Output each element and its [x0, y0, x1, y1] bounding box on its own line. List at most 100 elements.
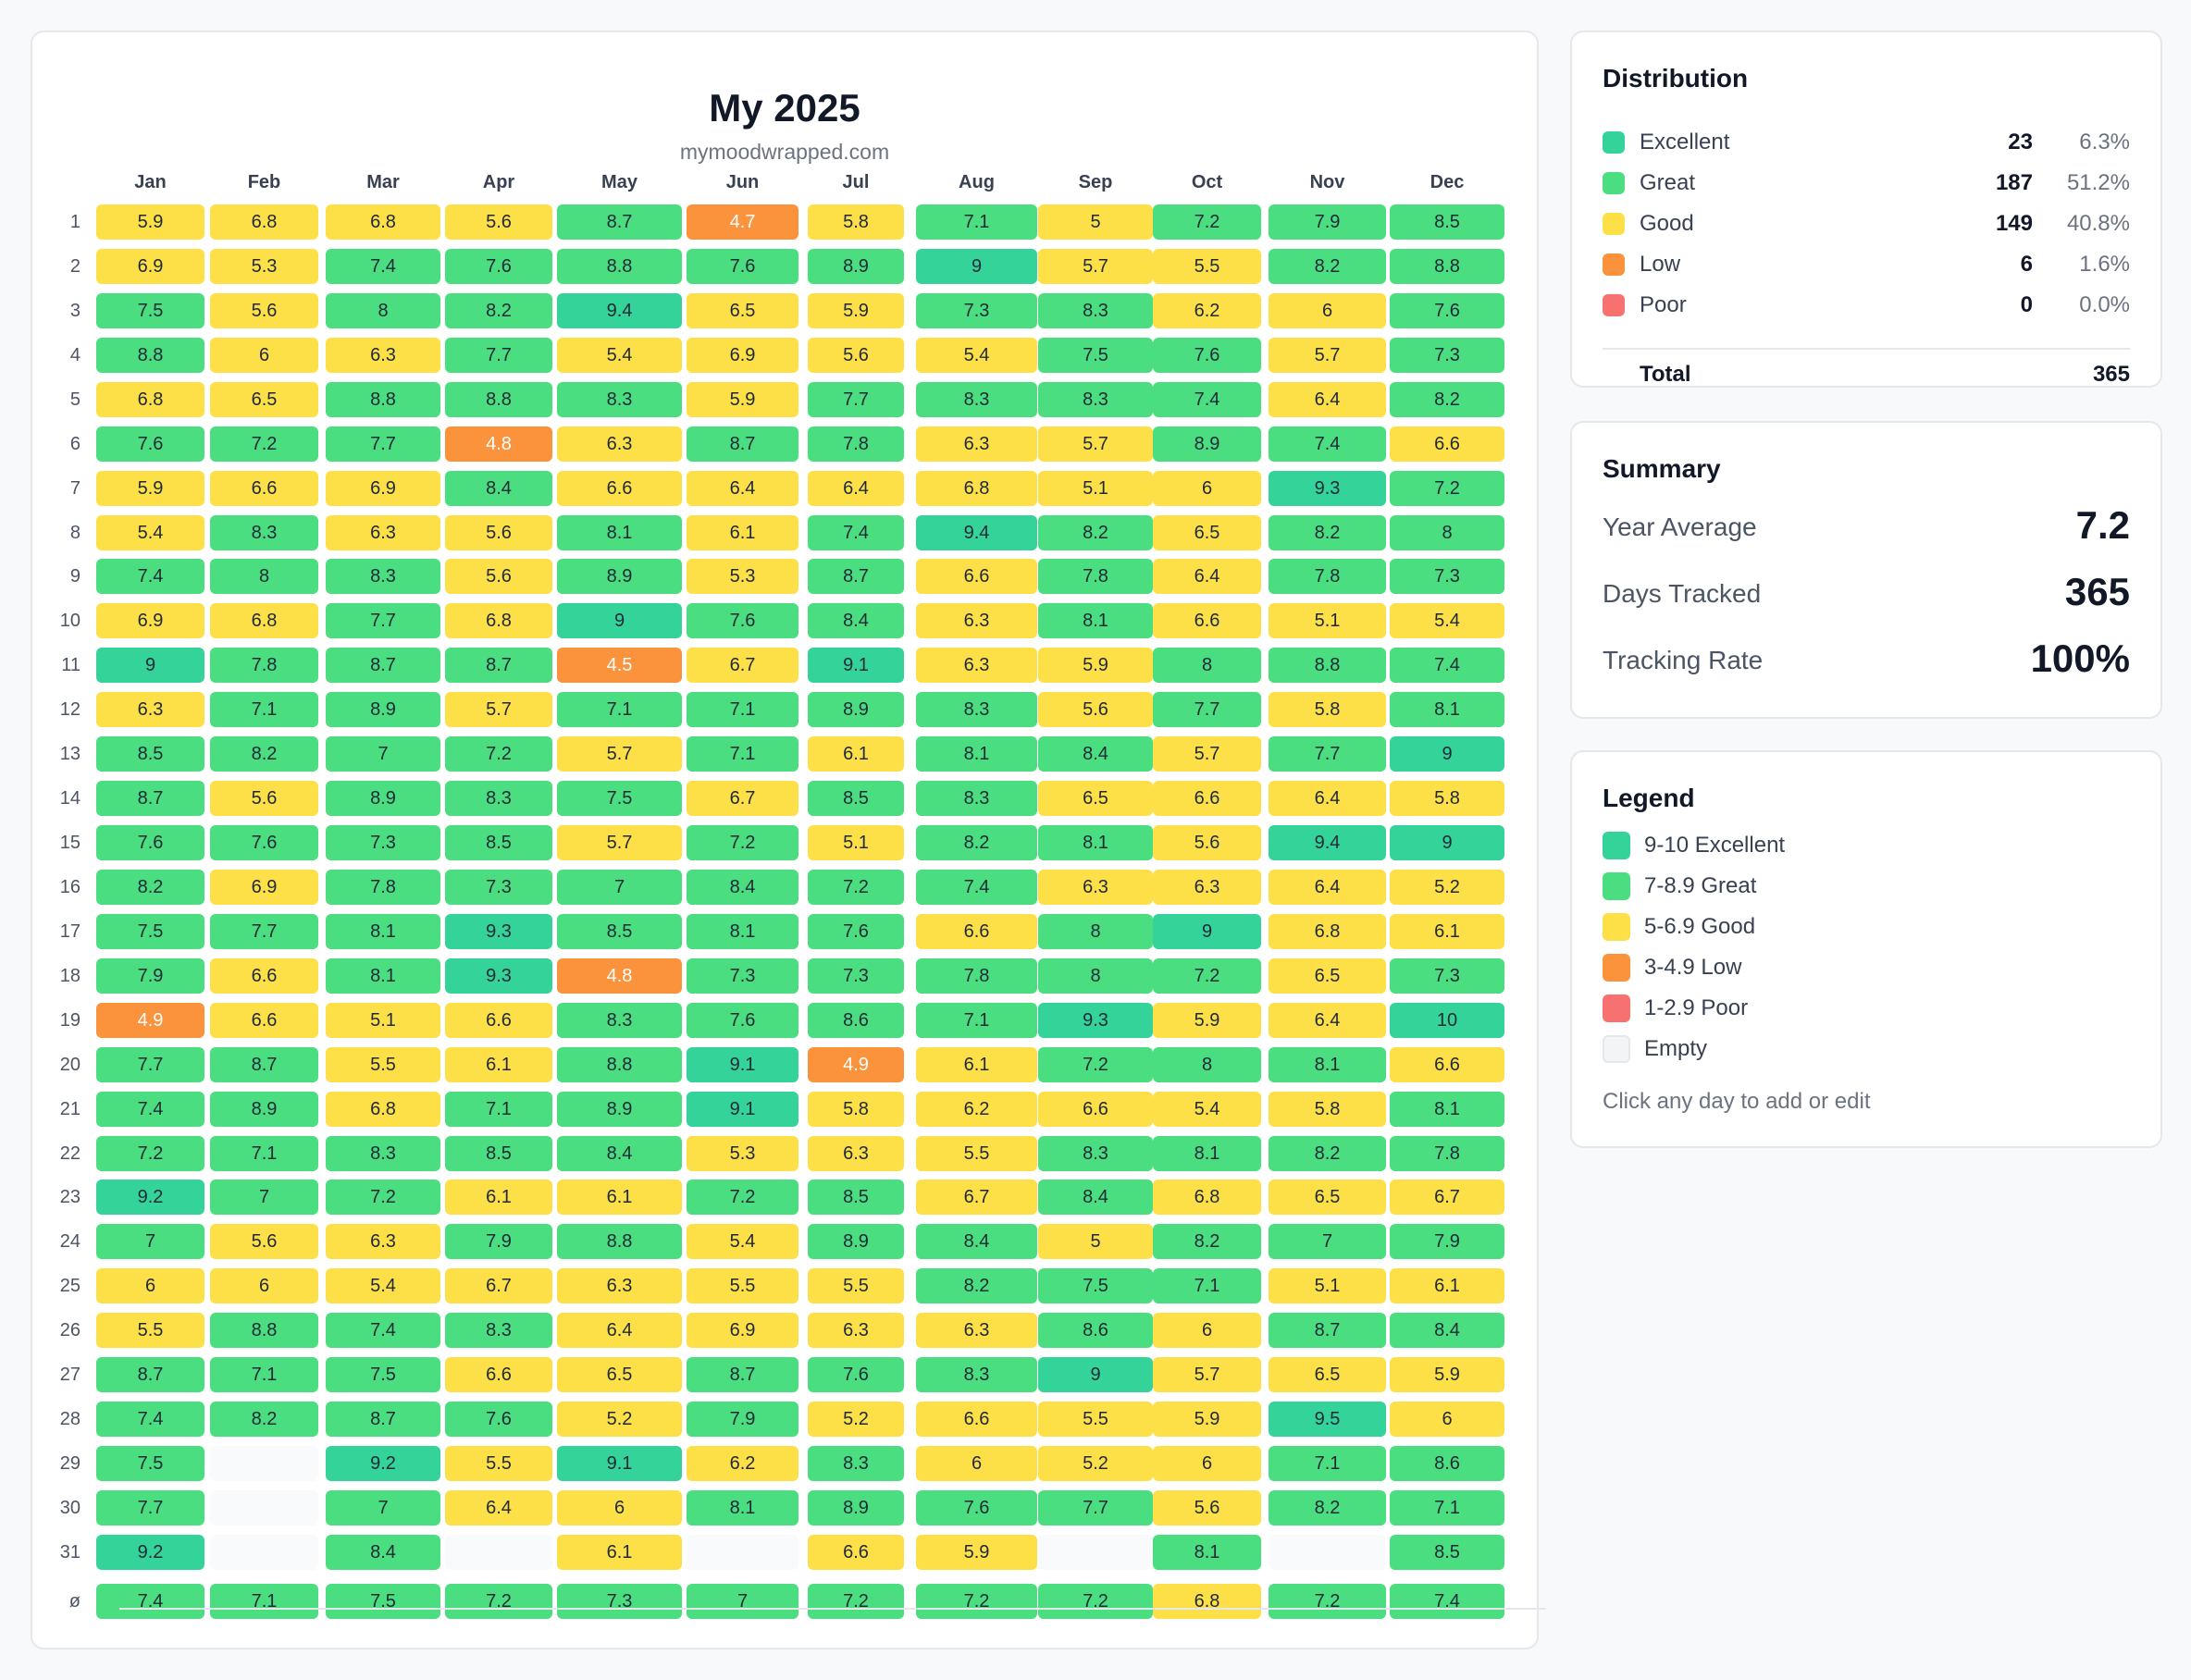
day-cell[interactable]: 7.4 — [96, 559, 204, 594]
day-cell[interactable]: 6.2 — [687, 1446, 798, 1481]
day-cell[interactable]: 8.9 — [557, 559, 682, 594]
day-cell[interactable]: 9.1 — [687, 1092, 798, 1127]
day-cell[interactable]: 5.5 — [687, 1268, 798, 1303]
day-cell[interactable]: 7 — [1269, 1224, 1386, 1259]
day-cell[interactable]: 8.7 — [557, 204, 682, 240]
day-cell[interactable]: 5.8 — [808, 204, 904, 240]
day-cell[interactable]: 7.5 — [1038, 1268, 1153, 1303]
day-cell[interactable]: 6.1 — [557, 1180, 682, 1215]
day-cell[interactable]: 8.3 — [557, 382, 682, 417]
day-cell[interactable]: 7.1 — [916, 1003, 1037, 1038]
day-cell[interactable]: 8.5 — [808, 1180, 904, 1215]
day-cell[interactable]: 8.3 — [916, 1357, 1037, 1392]
day-cell[interactable]: 6 — [210, 338, 318, 373]
day-cell[interactable]: 7 — [96, 1224, 204, 1259]
day-cell[interactable]: 5.5 — [808, 1268, 904, 1303]
day-cell[interactable]: 8.2 — [916, 1268, 1037, 1303]
day-cell[interactable]: 5.1 — [1038, 471, 1153, 506]
day-cell[interactable]: 8.1 — [557, 515, 682, 550]
day-cell[interactable]: 9 — [1153, 914, 1261, 949]
day-cell[interactable]: 8.2 — [1390, 382, 1504, 417]
day-cell[interactable]: 6.1 — [1390, 914, 1504, 949]
day-cell[interactable]: 6.1 — [445, 1047, 552, 1082]
day-cell[interactable]: 7.6 — [808, 1357, 904, 1392]
day-cell[interactable]: 8.9 — [1153, 426, 1261, 462]
day-cell[interactable]: 5.2 — [1390, 870, 1504, 905]
day-cell[interactable]: 6.6 — [1153, 603, 1261, 638]
day-cell[interactable]: 6.6 — [210, 958, 318, 994]
day-cell[interactable]: 8 — [1153, 648, 1261, 683]
day-cell[interactable]: 5.4 — [557, 338, 682, 373]
day-cell[interactable]: 7.9 — [1390, 1224, 1504, 1259]
day-cell[interactable]: 6.4 — [1269, 870, 1386, 905]
day-cell[interactable]: 6.8 — [445, 603, 552, 638]
day-cell[interactable]: 7.1 — [210, 1357, 318, 1392]
day-cell[interactable]: 7.7 — [1038, 1490, 1153, 1526]
day-cell[interactable]: 7.7 — [445, 338, 552, 373]
day-cell[interactable]: 8.9 — [808, 1224, 904, 1259]
day-cell[interactable]: 6.5 — [1269, 958, 1386, 994]
day-cell[interactable]: 5.7 — [1038, 426, 1153, 462]
day-cell[interactable]: 5.6 — [210, 293, 318, 328]
day-cell[interactable]: 7.5 — [326, 1357, 440, 1392]
day-cell[interactable]: 8.9 — [557, 1092, 682, 1127]
day-cell[interactable]: 4.8 — [445, 426, 552, 462]
day-cell[interactable]: 7.7 — [96, 1047, 204, 1082]
day-cell[interactable]: 9.4 — [557, 293, 682, 328]
day-cell[interactable]: 8.2 — [1269, 515, 1386, 550]
day-cell[interactable]: 8.2 — [1269, 249, 1386, 284]
day-cell[interactable]: 8.1 — [1390, 692, 1504, 727]
day-cell[interactable]: 8.3 — [445, 1313, 552, 1348]
day-cell[interactable]: 6.4 — [557, 1313, 682, 1348]
day-cell[interactable]: 6 — [557, 1490, 682, 1526]
day-cell[interactable]: 5.6 — [1153, 825, 1261, 860]
day-cell[interactable]: 5.9 — [1153, 1003, 1261, 1038]
day-cell[interactable]: 8.2 — [1269, 1136, 1386, 1171]
day-cell[interactable]: 5.9 — [687, 382, 798, 417]
day-cell[interactable]: 5.6 — [445, 204, 552, 240]
day-cell[interactable]: 5 — [1038, 1224, 1153, 1259]
day-cell[interactable]: 5.6 — [445, 559, 552, 594]
day-cell[interactable]: 6.4 — [1269, 382, 1386, 417]
day-cell[interactable]: 5.4 — [687, 1224, 798, 1259]
day-cell[interactable]: 7.9 — [96, 958, 204, 994]
day-cell[interactable]: 7.6 — [687, 1003, 798, 1038]
day-cell[interactable]: 7.8 — [1390, 1136, 1504, 1171]
day-cell[interactable]: 8.1 — [1038, 603, 1153, 638]
day-cell[interactable]: 5.4 — [1153, 1092, 1261, 1127]
day-cell[interactable]: 8.3 — [916, 382, 1037, 417]
day-cell[interactable]: 6 — [1269, 293, 1386, 328]
day-cell[interactable]: 6 — [210, 1268, 318, 1303]
day-cell[interactable]: 6.9 — [326, 471, 440, 506]
day-cell[interactable]: 5.7 — [1269, 338, 1386, 373]
day-cell[interactable]: 8.2 — [1269, 1490, 1386, 1526]
day-cell[interactable]: 9.3 — [1038, 1003, 1153, 1038]
day-cell[interactable]: 4.9 — [96, 1003, 204, 1038]
day-cell[interactable]: 8.3 — [210, 515, 318, 550]
day-cell[interactable]: 7.6 — [1390, 293, 1504, 328]
day-cell[interactable]: 7.6 — [96, 426, 204, 462]
day-cell[interactable]: 8.7 — [808, 559, 904, 594]
day-cell[interactable]: 8.3 — [557, 1003, 682, 1038]
day-cell[interactable]: 7.4 — [96, 1092, 204, 1127]
day-cell[interactable] — [445, 1535, 552, 1570]
day-cell[interactable]: 7.9 — [1269, 204, 1386, 240]
day-cell[interactable]: 6.1 — [687, 515, 798, 550]
day-cell[interactable]: 7.3 — [808, 958, 904, 994]
day-cell[interactable]: 5.9 — [96, 204, 204, 240]
day-cell[interactable]: 9 — [1038, 1357, 1153, 1392]
day-cell[interactable]: 7.1 — [916, 204, 1037, 240]
day-cell[interactable] — [1269, 1535, 1386, 1570]
day-cell[interactable]: 7.4 — [1390, 648, 1504, 683]
day-cell[interactable]: 8.8 — [1269, 648, 1386, 683]
day-cell[interactable]: 9.4 — [1269, 825, 1386, 860]
day-cell[interactable]: 8.1 — [687, 914, 798, 949]
day-cell[interactable]: 6 — [1153, 1313, 1261, 1348]
day-cell[interactable]: 8.1 — [1153, 1136, 1261, 1171]
day-cell[interactable]: 6.2 — [916, 1092, 1037, 1127]
day-cell[interactable]: 6.8 — [326, 204, 440, 240]
day-cell[interactable]: 7.5 — [96, 914, 204, 949]
day-cell[interactable]: 5.9 — [96, 471, 204, 506]
day-cell[interactable]: 7.6 — [1153, 338, 1261, 373]
day-cell[interactable]: 8.9 — [326, 692, 440, 727]
